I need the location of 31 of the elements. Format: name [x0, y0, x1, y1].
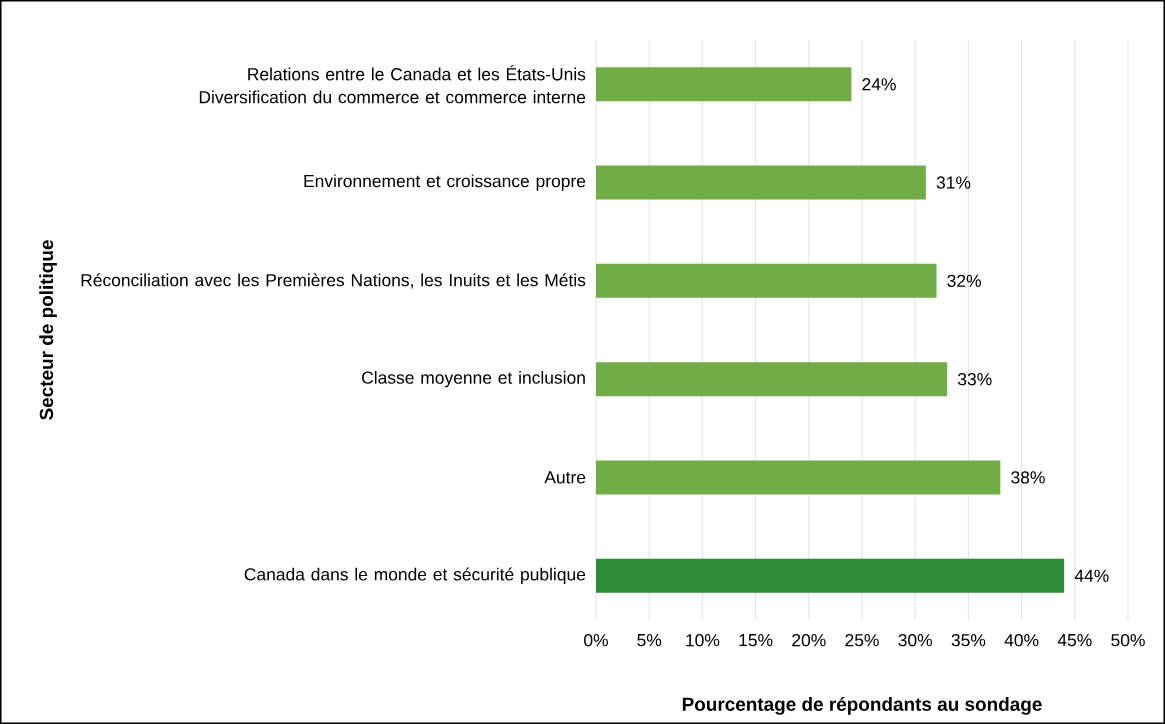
bar: [596, 263, 937, 298]
bar: [596, 558, 1065, 593]
data-label: 24%: [862, 78, 896, 91]
x-tick-label: 20%: [792, 634, 826, 647]
data-label: 44%: [1074, 569, 1109, 582]
bar: [596, 362, 948, 397]
x-tick-label: 10%: [686, 634, 720, 647]
x-tick-label: 5%: [637, 634, 662, 647]
y-axis-title: Secteur de politique: [39, 240, 57, 420]
data-label: 38%: [1011, 471, 1045, 484]
x-tick-label: 35%: [951, 634, 986, 647]
y-tick-label: Environnement et croissance propre: [304, 174, 586, 191]
x-axis-title: Pourcentage de répondants au sondage: [682, 696, 1042, 715]
y-tick-label: Relations entre le Canada et les États-Unis Diversification du commerce et commerce interne: [199, 65, 586, 104]
bar: [596, 460, 1001, 495]
data-label: 33%: [957, 372, 992, 386]
x-tick-label: 50%: [1111, 634, 1145, 647]
data-label: 32%: [947, 274, 981, 288]
y-tick-label: Classe moyenne et inclusion: [362, 371, 585, 388]
bar: [596, 165, 926, 200]
y-tick-label: Réconciliation avec les Premières Nations, les Inuits et les Métis: [81, 273, 586, 289]
x-tick-label: 40%: [1004, 634, 1039, 647]
y-tick-label: Autre: [544, 471, 586, 484]
x-tick-label: 25%: [845, 634, 879, 647]
x-tick-label: 30%: [898, 634, 933, 647]
data-label: 31%: [936, 176, 971, 189]
y-tick-label: Canada dans le monde et sécurité publique: [244, 567, 586, 584]
bar: [596, 67, 852, 102]
x-tick-label: 0%: [584, 634, 608, 647]
x-tick-label: 15%: [739, 634, 773, 647]
x-tick-label: 45%: [1057, 634, 1092, 647]
